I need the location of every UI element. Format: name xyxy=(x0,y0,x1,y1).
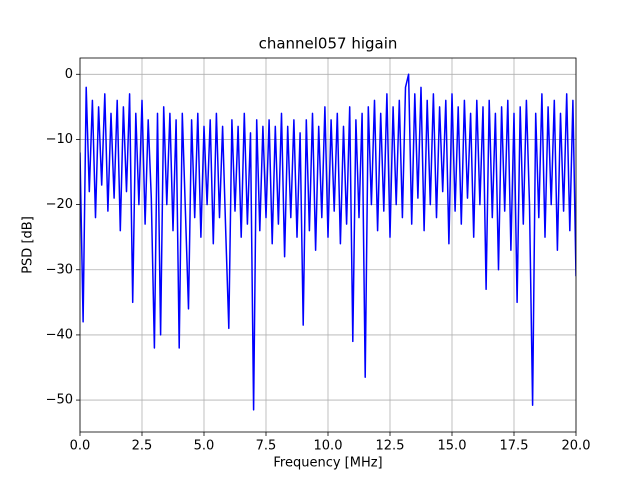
x-tick-label: 7.5 xyxy=(256,439,277,454)
x-tick-label: 15.0 xyxy=(438,439,467,454)
psd-line xyxy=(80,73,576,411)
y-tick-label: −20 xyxy=(46,197,73,212)
x-tick-label: 5.0 xyxy=(194,439,215,454)
ticks: 0.0 2.5 5.0 7.5 10.0 12.5 15.0 17.5 20.0 −50 −40 −3… xyxy=(46,67,591,454)
chart-title: channel057 higain xyxy=(259,35,398,53)
x-tick-label: 17.5 xyxy=(500,439,529,454)
y-tick-label: 0 xyxy=(65,67,73,82)
x-tick-label: 0.0 xyxy=(70,439,91,454)
x-tick-label: 20.0 xyxy=(562,439,591,454)
y-tick-label: −50 xyxy=(46,393,73,408)
y-tick-label: −40 xyxy=(46,327,73,342)
y-tick-label: −30 xyxy=(46,262,73,277)
x-tick-label: 2.5 xyxy=(132,439,153,454)
y-axis-label: PSD [dB] xyxy=(21,216,36,274)
y-tick-label: −10 xyxy=(46,132,73,147)
x-axis-label: Frequency [MHz] xyxy=(273,456,382,471)
x-tick-label: 12.5 xyxy=(376,439,405,454)
plot-area xyxy=(80,73,576,411)
x-tick-label: 10.0 xyxy=(314,439,343,454)
